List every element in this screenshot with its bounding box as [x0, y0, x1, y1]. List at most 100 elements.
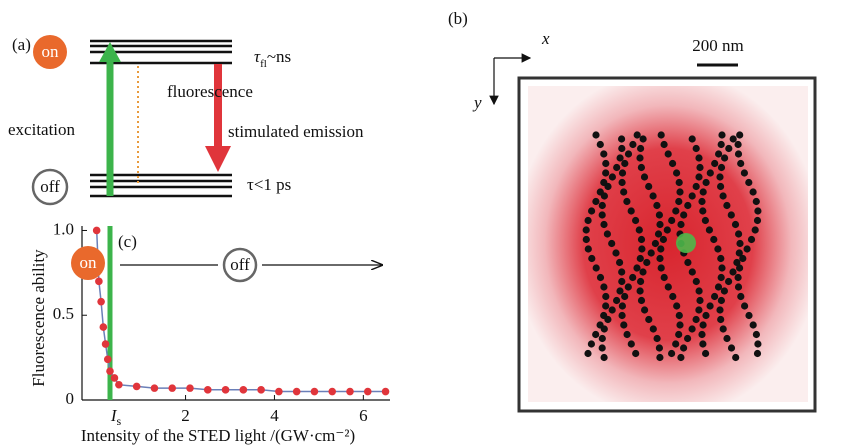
trajectory-dot	[715, 283, 722, 290]
on-label: on	[80, 253, 98, 272]
trajectory-dot	[737, 160, 744, 167]
data-point	[104, 356, 112, 364]
trajectory-dot	[753, 198, 760, 205]
trajectory-dot	[717, 255, 724, 262]
trajectory-dot	[737, 293, 744, 300]
data-point	[115, 381, 123, 389]
x-tick-label: Is	[110, 406, 122, 428]
trajectory-dot	[620, 321, 627, 328]
trajectory-dot	[754, 217, 761, 224]
data-point	[382, 388, 390, 396]
trajectory-dot	[715, 150, 722, 157]
y-tick-label: 1.0	[53, 219, 74, 238]
trajectory-dot	[608, 240, 615, 247]
trajectory-dot	[601, 354, 608, 361]
trajectory-dot	[592, 331, 599, 338]
trajectory-dot	[689, 325, 696, 332]
trajectory-dot	[702, 312, 709, 319]
off-label: off	[230, 255, 250, 274]
trajectory-dot	[741, 302, 748, 309]
trajectory-dot	[689, 135, 696, 142]
panel-a: (a) on off excitation fluorescence stimu…	[8, 35, 364, 204]
trajectory-dot	[735, 230, 742, 237]
trajectory-dot	[602, 160, 609, 167]
trajectory-dot	[693, 183, 700, 190]
trajectory-dot	[723, 202, 730, 209]
trajectory-dot	[677, 221, 684, 228]
trajectory-dot	[673, 302, 680, 309]
trajectory-dot	[669, 160, 676, 167]
trajectory-dot	[600, 283, 607, 290]
trajectory-dot	[656, 354, 663, 361]
trajectory-dot	[617, 154, 624, 161]
trajectory-dot	[641, 173, 648, 180]
trajectory-dot	[661, 274, 668, 281]
trajectory-dot	[707, 302, 714, 309]
trajectory-dot	[619, 302, 626, 309]
trajectory-dot	[703, 179, 710, 186]
trajectory-dot	[689, 192, 696, 199]
trajectory-dot	[741, 169, 748, 176]
trajectory-dot	[599, 211, 606, 218]
trajectory-dot	[585, 217, 592, 224]
trajectory-dot	[583, 226, 590, 233]
trajectory-dot	[693, 316, 700, 323]
x-axis-title: Intensity of the STED light /(GW·cm⁻²)	[81, 426, 355, 445]
trajectory-dot	[645, 183, 652, 190]
trajectory-dot	[668, 217, 675, 224]
data-point	[102, 340, 110, 348]
trajectory-dot	[695, 154, 702, 161]
trajectory-dot	[735, 150, 742, 157]
trajectory-dot	[676, 312, 683, 319]
trajectory-dot	[698, 331, 705, 338]
trajectory-dot	[729, 268, 736, 275]
trajectory-dot	[695, 173, 702, 180]
data-point	[111, 374, 119, 382]
trajectory-dot	[641, 306, 648, 313]
trajectory-dot	[583, 236, 590, 243]
trajectory-dot	[618, 278, 625, 285]
trajectory-dot	[748, 236, 755, 243]
trajectory-dot	[638, 297, 645, 304]
trajectory-dot	[629, 274, 636, 281]
trajectory-dot	[698, 198, 705, 205]
trajectory-dot	[735, 141, 742, 148]
trajectory-dot	[602, 169, 609, 176]
trajectory-dot	[699, 207, 706, 214]
data-point	[204, 386, 212, 394]
trajectory-dot	[638, 164, 645, 171]
trajectory-dot	[637, 255, 644, 262]
trajectory-dot	[588, 255, 595, 262]
trajectory-dot	[700, 321, 707, 328]
trajectory-dot	[718, 264, 725, 271]
trajectory-dot	[597, 141, 604, 148]
data-point	[106, 367, 114, 375]
data-point	[364, 388, 372, 396]
trajectory-dot	[600, 150, 607, 157]
trajectory-dot	[680, 344, 687, 351]
trajectory-dot	[658, 264, 665, 271]
trajectory-dot	[718, 164, 725, 171]
trajectory-dot	[613, 297, 620, 304]
data-point	[151, 384, 159, 392]
trajectory-dot	[702, 217, 709, 224]
trajectory-dot	[736, 264, 743, 271]
trajectory-dot	[714, 245, 721, 252]
scale-bar-label: 200 nm	[692, 36, 743, 55]
trajectory-dot	[668, 350, 675, 357]
trajectory-dot	[648, 249, 655, 256]
fluorescence-label: fluorescence	[167, 82, 253, 101]
trajectory-dot	[616, 259, 623, 266]
trajectory-dot	[720, 192, 727, 199]
data-point	[275, 388, 283, 396]
panel-b: (b) x y 200 nm	[448, 9, 815, 411]
trajectory-dot	[702, 350, 709, 357]
trajectory-dot	[680, 211, 687, 218]
on-label: on	[42, 42, 60, 61]
trajectory-dot	[661, 141, 668, 148]
trajectory-dot	[665, 283, 672, 290]
trajectory-dot	[672, 207, 679, 214]
trajectory-dot	[728, 211, 735, 218]
trajectory-dot	[618, 135, 625, 142]
trajectory-dot	[664, 226, 671, 233]
